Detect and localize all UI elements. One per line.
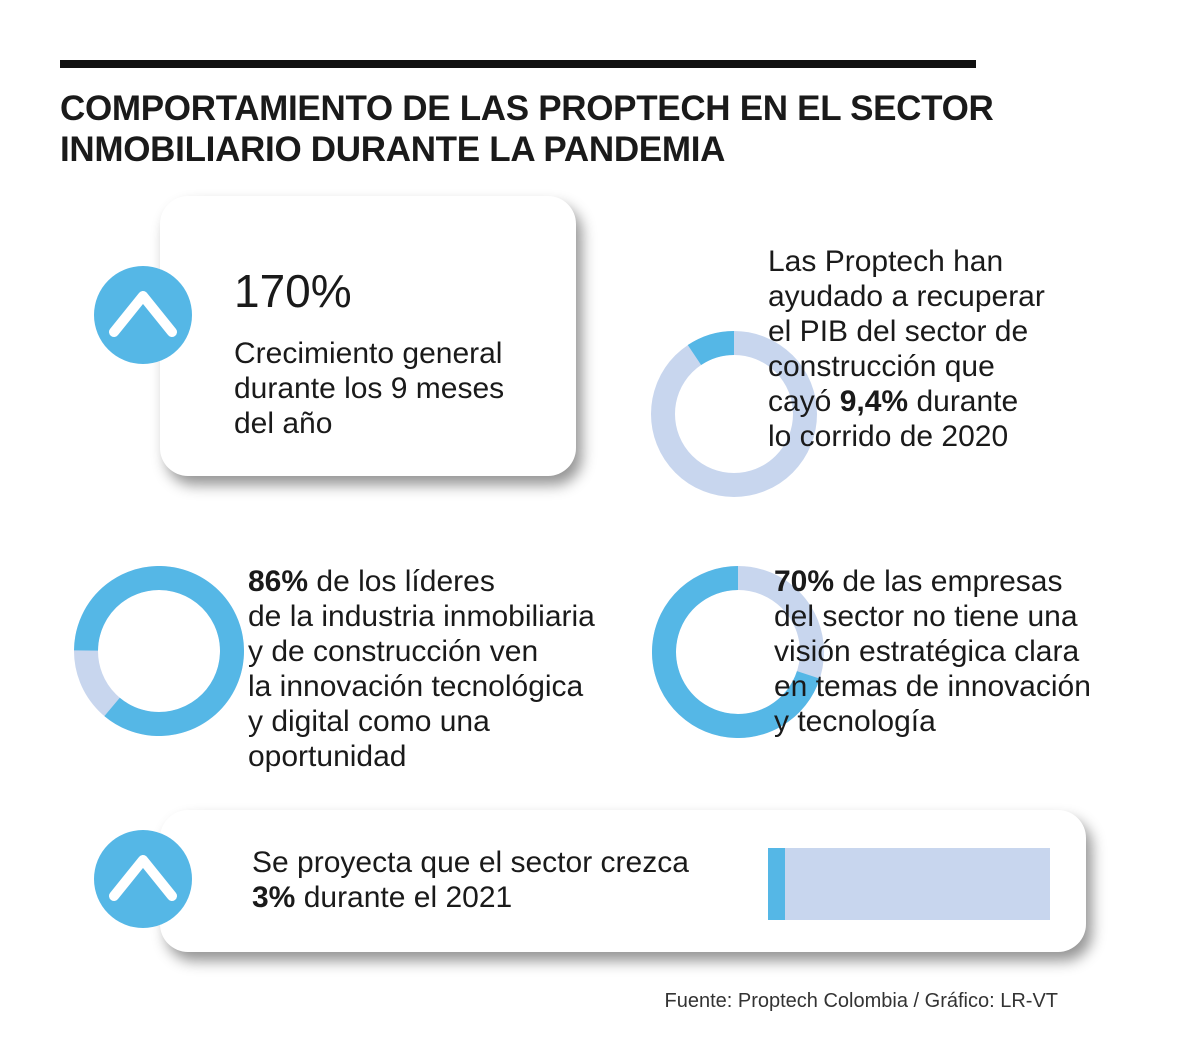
leaders-desc-line: y de construcción ven [248, 635, 539, 668]
title-line-1: COMPORTAMIENTO DE LAS PROPTECH EN EL SEC… [60, 89, 994, 128]
page-title: COMPORTAMIENTO DE LAS PROPTECH EN EL SEC… [60, 88, 1000, 170]
projection-value: 3% [252, 881, 296, 914]
donut-value-segment [74, 566, 244, 736]
companies-desc-line: y tecnología [774, 705, 936, 738]
pib-donut-chart [651, 331, 817, 497]
pib-desc-line: construcción que [768, 350, 995, 383]
pib-description: Las Proptech han ayudado a recuperar el … [768, 244, 1045, 454]
companies-desc-line: visión estratégica clara [774, 635, 1080, 668]
projection-desc-line: 3% durante el 2021 [252, 880, 689, 915]
leaders-value: 86% [248, 565, 309, 598]
companies-donut-chart [652, 566, 824, 738]
companies-desc-rest: de las empresas [834, 565, 1063, 598]
growth-card [160, 196, 576, 476]
growth-description: Crecimiento general durante los 9 meses … [234, 336, 504, 441]
companies-value: 70% [774, 565, 835, 598]
projection-up-icon [94, 830, 192, 928]
leaders-desc-line: y digital como una [248, 705, 490, 738]
projection-desc-line: Se proyecta que el sector crezca [252, 846, 689, 879]
leaders-donut-chart [74, 566, 244, 736]
growth-up-icon [94, 266, 192, 364]
donut-value-segment [652, 566, 820, 738]
projection-bar-track [768, 848, 1050, 920]
source-note: Fuente: Proptech Colombia / Gráfico: LR-… [664, 990, 1059, 1012]
pib-desc-line: el PIB del sector de [768, 315, 1029, 348]
pib-desc-line: lo corrido de 2020 [768, 420, 1009, 453]
companies-desc-line: 70% de las empresas [774, 564, 1091, 599]
growth-desc-line: durante los 9 meses [234, 372, 505, 405]
pib-desc-line: Las Proptech han [768, 245, 1004, 278]
donut-value-segment [687, 331, 735, 366]
top-rule [60, 60, 976, 68]
pib-desc-line: cayó 9,4% durante [768, 384, 1045, 419]
growth-desc-line: Crecimiento general [234, 337, 503, 370]
leaders-desc-line: de la industria inmobiliaria [248, 600, 595, 633]
pib-desc-post: durante [908, 385, 1019, 418]
leaders-desc-line: la innovación tecnológica [248, 670, 584, 703]
growth-value: 170% [234, 265, 352, 317]
pib-desc-line: ayudado a recuperar [768, 280, 1045, 313]
projection-desc-rest: durante el 2021 [295, 881, 513, 914]
leaders-desc-line: 86% de los líderes [248, 564, 595, 599]
pib-drop-value: 9,4% [839, 385, 909, 418]
companies-desc-line: en temas de innovación [774, 670, 1091, 703]
leaders-desc-rest: de los líderes [308, 565, 495, 598]
growth-desc-line: del año [234, 407, 333, 440]
projection-description: Se proyecta que el sector crezca 3% dura… [252, 845, 689, 915]
leaders-description: 86% de los líderes de la industria inmob… [248, 564, 595, 774]
projection-bar-fill [768, 848, 785, 920]
leaders-desc-line: oportunidad [248, 740, 407, 773]
companies-desc-line: del sector no tiene una [774, 600, 1078, 633]
companies-description: 70% de las empresas del sector no tiene … [774, 564, 1091, 739]
title-line-2: INMOBILIARIO DURANTE LA PANDEMIA [60, 130, 726, 169]
pib-desc-pre: cayó [768, 385, 840, 418]
